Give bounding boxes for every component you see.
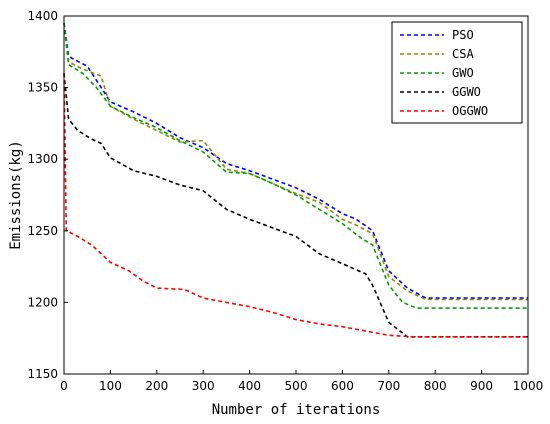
y-tick-label: 1400 [27, 9, 58, 23]
x-tick-label: 300 [192, 379, 215, 393]
x-tick-label: 600 [331, 379, 354, 393]
legend-label-ggwo: GGWO [452, 85, 481, 99]
legend-label-gwo: GWO [452, 66, 474, 80]
y-tick-label: 1150 [27, 367, 58, 381]
legend-label-csa: CSA [452, 47, 474, 61]
x-tick-label: 400 [238, 379, 261, 393]
y-tick-label: 1300 [27, 152, 58, 166]
series-line-ggwo [63, 73, 528, 338]
x-tick-label: 200 [145, 379, 168, 393]
x-tick-label: 0 [60, 379, 68, 393]
x-axis-label: Number of iterations [212, 402, 381, 418]
y-tick-label: 1200 [27, 295, 58, 309]
legend-box [391, 21, 523, 124]
x-tick-label: 800 [424, 379, 447, 393]
legend-label-oggwo: OGGWO [452, 104, 488, 118]
y-tick-label: 1350 [27, 81, 58, 95]
series-layer [63, 23, 528, 338]
y-axis-label: Emissions(kg) [8, 140, 24, 250]
x-tick-label: 100 [99, 379, 122, 393]
x-tick-label: 1000 [513, 379, 544, 393]
series-line-oggwo [63, 73, 528, 338]
y-tick-label: 1250 [27, 224, 58, 238]
legend: PSO CSA GWO GGWO OGGWO [391, 21, 523, 124]
x-tick-label: 500 [285, 379, 308, 393]
series-line-gwo [63, 23, 528, 309]
series-line-pso [63, 23, 528, 299]
legend-label-pso: PSO [452, 28, 474, 42]
x-tick-label: 700 [377, 379, 400, 393]
x-tick-label: 900 [470, 379, 493, 393]
ticks-layer: 0 100 200 300 400 500 600 700 800 900 1000 1150 1200… [27, 9, 543, 393]
